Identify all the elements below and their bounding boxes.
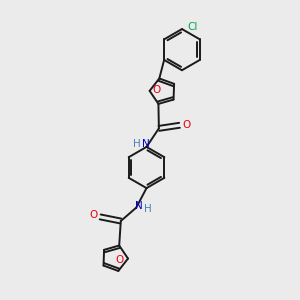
Text: H: H xyxy=(144,204,152,214)
Text: O: O xyxy=(89,210,97,220)
Text: H: H xyxy=(134,139,141,149)
Text: N: N xyxy=(142,139,149,149)
Text: O: O xyxy=(115,255,124,265)
Text: O: O xyxy=(153,85,161,95)
Text: Cl: Cl xyxy=(187,22,197,32)
Text: O: O xyxy=(183,120,191,130)
Text: N: N xyxy=(136,201,143,211)
